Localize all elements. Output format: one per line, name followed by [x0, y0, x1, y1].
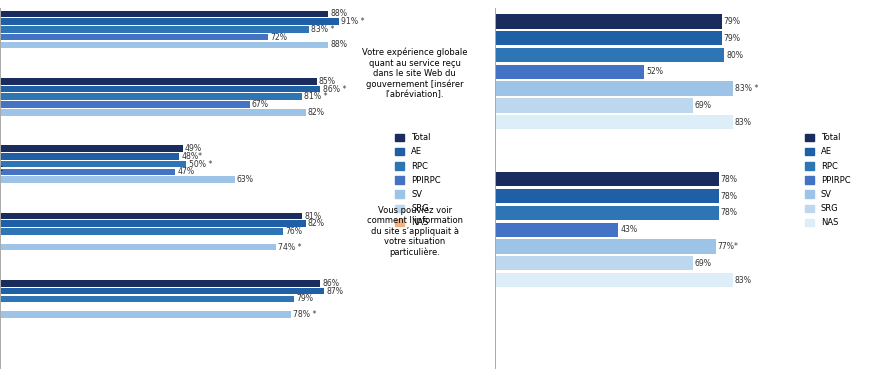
Bar: [0, 10, 328, 17]
Bar: [0, 86, 320, 92]
Text: 63%: 63%: [237, 175, 254, 184]
Text: 81% *: 81% *: [304, 92, 327, 101]
Text: 83%: 83%: [735, 118, 751, 127]
Bar: [0, 161, 186, 168]
Bar: [0, 101, 250, 108]
Text: 80%: 80%: [726, 51, 744, 60]
Text: 76%: 76%: [286, 227, 303, 236]
Bar: [0, 146, 183, 152]
Text: 78%: 78%: [721, 192, 737, 201]
Legend: Total, AE, RPC, PPIRPC, SV, SRG, NAS: Total, AE, RPC, PPIRPC, SV, SRG, NAS: [804, 132, 852, 229]
Bar: [495, 98, 693, 112]
Text: 43%: 43%: [620, 225, 638, 234]
Bar: [495, 256, 693, 270]
Text: 82%: 82%: [308, 219, 325, 228]
Text: 91% *: 91% *: [341, 17, 365, 26]
Legend: Total, AE, RPC, PPIRPC, SV, SRG, NAS: Total, AE, RPC, PPIRPC, SV, SRG, NAS: [393, 132, 443, 229]
Bar: [495, 14, 721, 28]
Bar: [495, 48, 724, 62]
Bar: [0, 18, 339, 25]
Text: 49%: 49%: [185, 144, 202, 153]
Text: 81%: 81%: [304, 211, 321, 220]
Text: 88%: 88%: [330, 40, 348, 50]
Bar: [0, 296, 295, 302]
Bar: [495, 64, 644, 79]
Text: 78%: 78%: [721, 209, 737, 218]
Text: 85%: 85%: [319, 77, 336, 86]
Text: 74% *: 74% *: [278, 243, 302, 252]
Text: 79%: 79%: [296, 294, 314, 303]
Text: 83% *: 83% *: [311, 25, 335, 34]
Text: 48%*: 48%*: [181, 152, 202, 161]
Text: 86%: 86%: [323, 279, 340, 288]
Bar: [0, 109, 305, 115]
Text: 79%: 79%: [723, 34, 740, 43]
Bar: [495, 172, 719, 186]
Text: 69%: 69%: [695, 259, 712, 268]
Bar: [0, 244, 276, 250]
Bar: [0, 153, 179, 160]
Text: 78%: 78%: [721, 175, 737, 184]
Text: 87%: 87%: [326, 286, 343, 296]
Text: 50% *: 50% *: [189, 160, 212, 169]
Text: 82%: 82%: [308, 108, 325, 117]
Bar: [0, 220, 305, 227]
Text: 67%: 67%: [252, 100, 269, 109]
Bar: [0, 176, 235, 183]
Bar: [0, 26, 310, 33]
Text: 52%: 52%: [646, 68, 663, 76]
Bar: [495, 31, 721, 45]
Bar: [495, 273, 733, 287]
Text: 86% *: 86% *: [323, 84, 346, 93]
Bar: [495, 206, 719, 220]
Bar: [0, 169, 176, 175]
Bar: [0, 78, 317, 85]
Bar: [495, 239, 716, 254]
Text: 83% *: 83% *: [735, 84, 759, 93]
Text: 72%: 72%: [271, 33, 288, 42]
Bar: [0, 288, 325, 294]
Bar: [495, 189, 719, 203]
Text: 77%*: 77%*: [718, 242, 738, 251]
Bar: [0, 42, 328, 48]
Text: 88%: 88%: [330, 9, 348, 18]
Bar: [0, 311, 290, 318]
Text: 78% *: 78% *: [293, 310, 317, 319]
Text: 47%: 47%: [177, 167, 194, 176]
Bar: [0, 213, 302, 219]
Bar: [495, 81, 733, 96]
Bar: [495, 223, 618, 237]
Bar: [495, 115, 733, 129]
Text: 83%: 83%: [735, 276, 751, 285]
Text: 69%: 69%: [695, 101, 712, 110]
Bar: [0, 34, 268, 40]
Text: 79%: 79%: [723, 17, 740, 26]
Bar: [0, 280, 320, 287]
Bar: [0, 228, 283, 235]
Bar: [0, 93, 302, 100]
